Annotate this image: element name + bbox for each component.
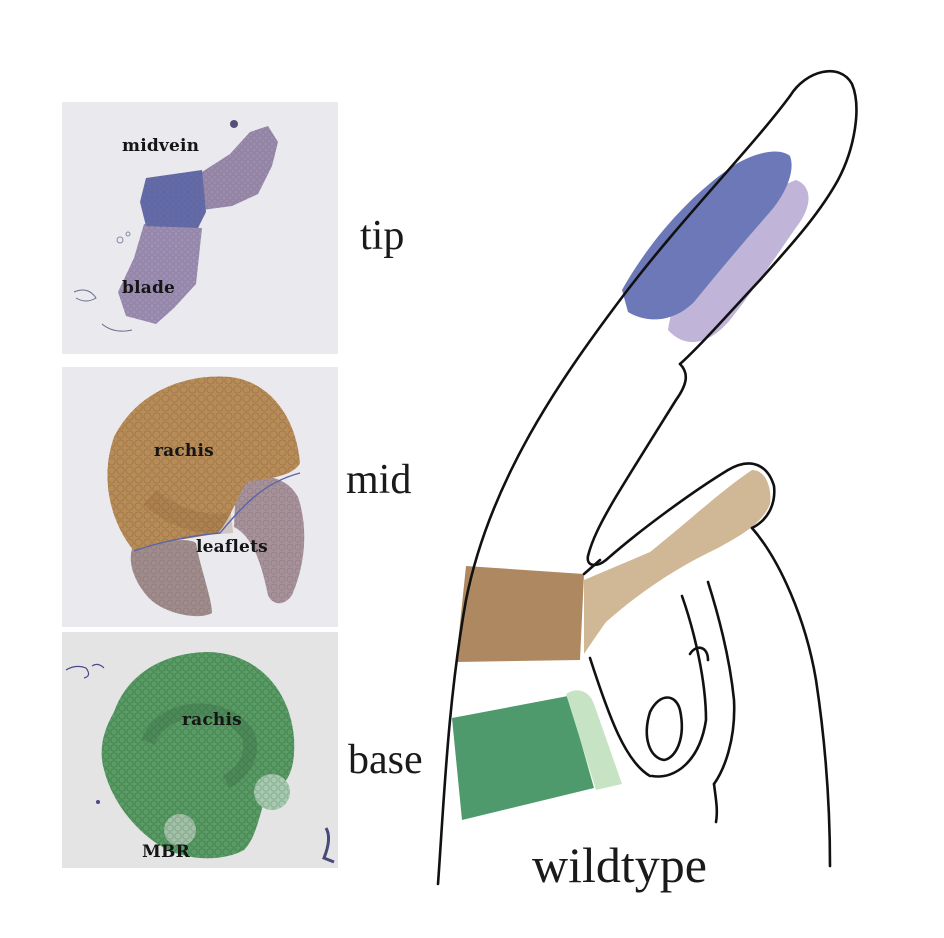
blade-label: blade (122, 278, 176, 298)
tip-section-panel: midvein blade (62, 102, 338, 354)
base-section-image (65, 652, 335, 864)
base-row-label: base (348, 737, 423, 783)
mbr-label: MBR (142, 842, 190, 862)
base-mbr-region (566, 690, 622, 790)
tip-section-image (73, 120, 278, 332)
rachis-label-mid: rachis (154, 441, 214, 461)
base-section-panel: rachis MBR (62, 632, 338, 868)
mid-section-panel: rachis leaflets (62, 367, 338, 627)
mid-row-label: mid (346, 457, 412, 503)
tip-midvein-region (622, 151, 792, 320)
mid-rachis-region (456, 566, 584, 662)
midvein-label: midvein (122, 136, 200, 156)
wildtype-caption: wildtype (532, 837, 707, 893)
leaflets-label: leaflets (196, 537, 268, 557)
base-rachis-region (452, 696, 594, 820)
tip-blade-region (668, 180, 809, 343)
tip-row-label: tip (360, 213, 405, 259)
mid-section-image (107, 376, 305, 617)
mid-leaflet-region (584, 470, 771, 654)
rachis-label-base: rachis (182, 710, 242, 730)
